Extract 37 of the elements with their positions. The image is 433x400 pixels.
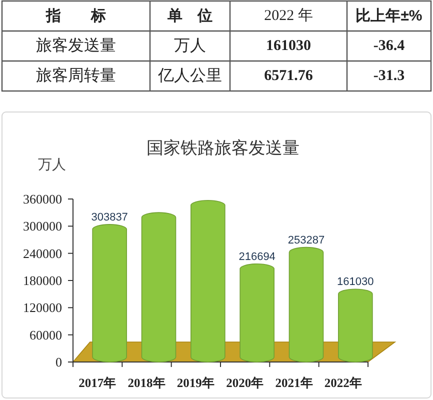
category-label: 指 标 [45, 8, 106, 24]
x-tick-label: 2018年 [128, 376, 166, 390]
x-tick-label: 2017年 [78, 376, 117, 390]
data-label: 161030 [337, 276, 374, 288]
y-tick-label: 240000 [23, 246, 62, 261]
bar [92, 224, 127, 362]
data-label: 303837 [91, 211, 128, 224]
text: 亿人公里 [158, 68, 222, 84]
bar [288, 246, 324, 362]
y-tick-label: 60000 [30, 327, 62, 342]
y-axis-title: 万人 [38, 156, 66, 172]
y-tick-label: 300000 [23, 218, 62, 234]
y-tick-label: 360000 [23, 192, 62, 206]
text: -36.4 [373, 38, 405, 54]
x-tick-label: 2020年 [226, 376, 264, 390]
category-label: 比上年±% [356, 8, 422, 24]
y-tick-label: 0 [56, 354, 62, 370]
bar [190, 200, 226, 362]
y-tick-label: 180000 [23, 273, 62, 288]
text: 旅客发送量 [36, 38, 116, 54]
text: 6571.76 [264, 68, 313, 84]
data-label: 216694 [238, 250, 276, 263]
text: 161030 [266, 38, 311, 54]
category-label: 2022 年 [264, 7, 313, 24]
data-label: 253287 [288, 234, 325, 246]
text: -31.3 [373, 68, 405, 84]
y-tick-label: 120000 [23, 300, 62, 316]
x-tick-label: 2019年 [176, 376, 215, 390]
category-label: 单 位 [166, 8, 212, 24]
x-tick-label: 2021年 [275, 376, 314, 390]
bar [338, 288, 373, 362]
text: 旅客周转量 [36, 68, 116, 84]
x-tick-label: 2022年 [324, 376, 362, 390]
chart-title: 国家铁路旅客发送量 [146, 138, 300, 158]
text: 万人 [174, 38, 206, 54]
bar [240, 263, 274, 362]
bar [141, 212, 176, 362]
